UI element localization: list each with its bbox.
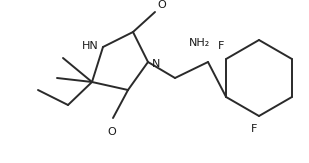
Text: F: F: [251, 124, 257, 134]
Text: O: O: [157, 0, 166, 10]
Text: HN: HN: [82, 41, 99, 51]
Text: F: F: [218, 41, 224, 51]
Text: NH₂: NH₂: [189, 38, 211, 48]
Text: N: N: [152, 59, 160, 69]
Text: O: O: [108, 127, 116, 137]
